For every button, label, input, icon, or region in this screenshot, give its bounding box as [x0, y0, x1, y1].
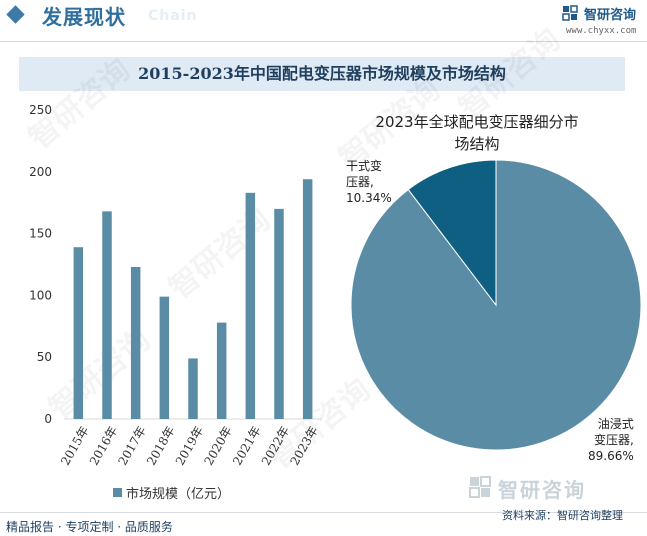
footer-tagline: 精品报告 · 专项定制 · 品质服务	[6, 520, 173, 534]
pie-label-line: 干式变	[346, 159, 383, 173]
bar	[302, 179, 313, 419]
pie-title: 2023年全球配电变压器细分市 场结构	[362, 111, 592, 155]
section-title: 发展现状	[42, 5, 126, 29]
chart-title: 2015-2023年中国配电变压器市场规模及市场结构	[138, 64, 506, 83]
y-tick-label: 200	[29, 165, 52, 179]
brand-logo-icon	[562, 5, 578, 21]
bar	[274, 208, 284, 419]
pie-label-oil-immersed: 油浸式 变压器, 89.66%	[588, 416, 634, 464]
brand-logo-icon	[469, 476, 491, 498]
bottom-brand-watermark: 智研咨询	[468, 473, 638, 503]
pie-title-line-2: 场结构	[454, 135, 500, 153]
legend-swatch	[113, 488, 122, 497]
brand-name: 智研咨询	[584, 8, 637, 23]
footer-divider	[0, 512, 647, 513]
brand-url[interactable]: www.chyxx.com	[566, 26, 637, 36]
bar-legend: 市场规模（亿元）	[113, 483, 230, 502]
brand-logo[interactable]: 智研咨询 www.chyxx.com	[562, 3, 646, 39]
watermark-text: 智研咨询	[163, 202, 277, 306]
footer-source: 资料来源：智研咨询整理	[502, 509, 623, 522]
pie-label-line: 89.66%	[588, 449, 634, 463]
header-divider	[0, 41, 647, 42]
pie-label-line: 变压器,	[593, 433, 634, 447]
pie-label-dry-type: 干式变 压器, 10.34%	[346, 158, 392, 206]
bar	[73, 247, 84, 419]
pie-label-line: 压器,	[346, 175, 374, 189]
pie-label-line: 油浸式	[597, 417, 634, 431]
y-tick-label: 0	[44, 412, 52, 426]
watermark-brand-text: 智研咨询	[498, 478, 586, 502]
pie-title-line-1: 2023年全球配电变压器细分市	[375, 113, 579, 131]
legend-label: 市场规模（亿元）	[126, 487, 231, 502]
bar	[130, 266, 141, 419]
pie-chart	[350, 159, 642, 451]
bar	[216, 322, 227, 419]
y-tick-label: 250	[29, 103, 52, 117]
bar	[159, 296, 170, 419]
bar	[188, 358, 198, 419]
pie-slice	[407, 159, 497, 307]
bar	[245, 192, 256, 419]
page-header: 发展现状 Chain 智研咨询 www.chyxx.com	[0, 0, 647, 42]
section-subtitle: Chain	[148, 8, 198, 24]
y-tick-label: 100	[29, 288, 52, 302]
bar	[102, 211, 112, 419]
y-tick-label: 50	[37, 350, 52, 364]
pie-label-line: 10.34%	[346, 191, 392, 205]
chart-title-band: 2015-2023年中国配电变压器市场规模及市场结构	[19, 57, 625, 91]
y-tick-label: 150	[29, 227, 52, 241]
